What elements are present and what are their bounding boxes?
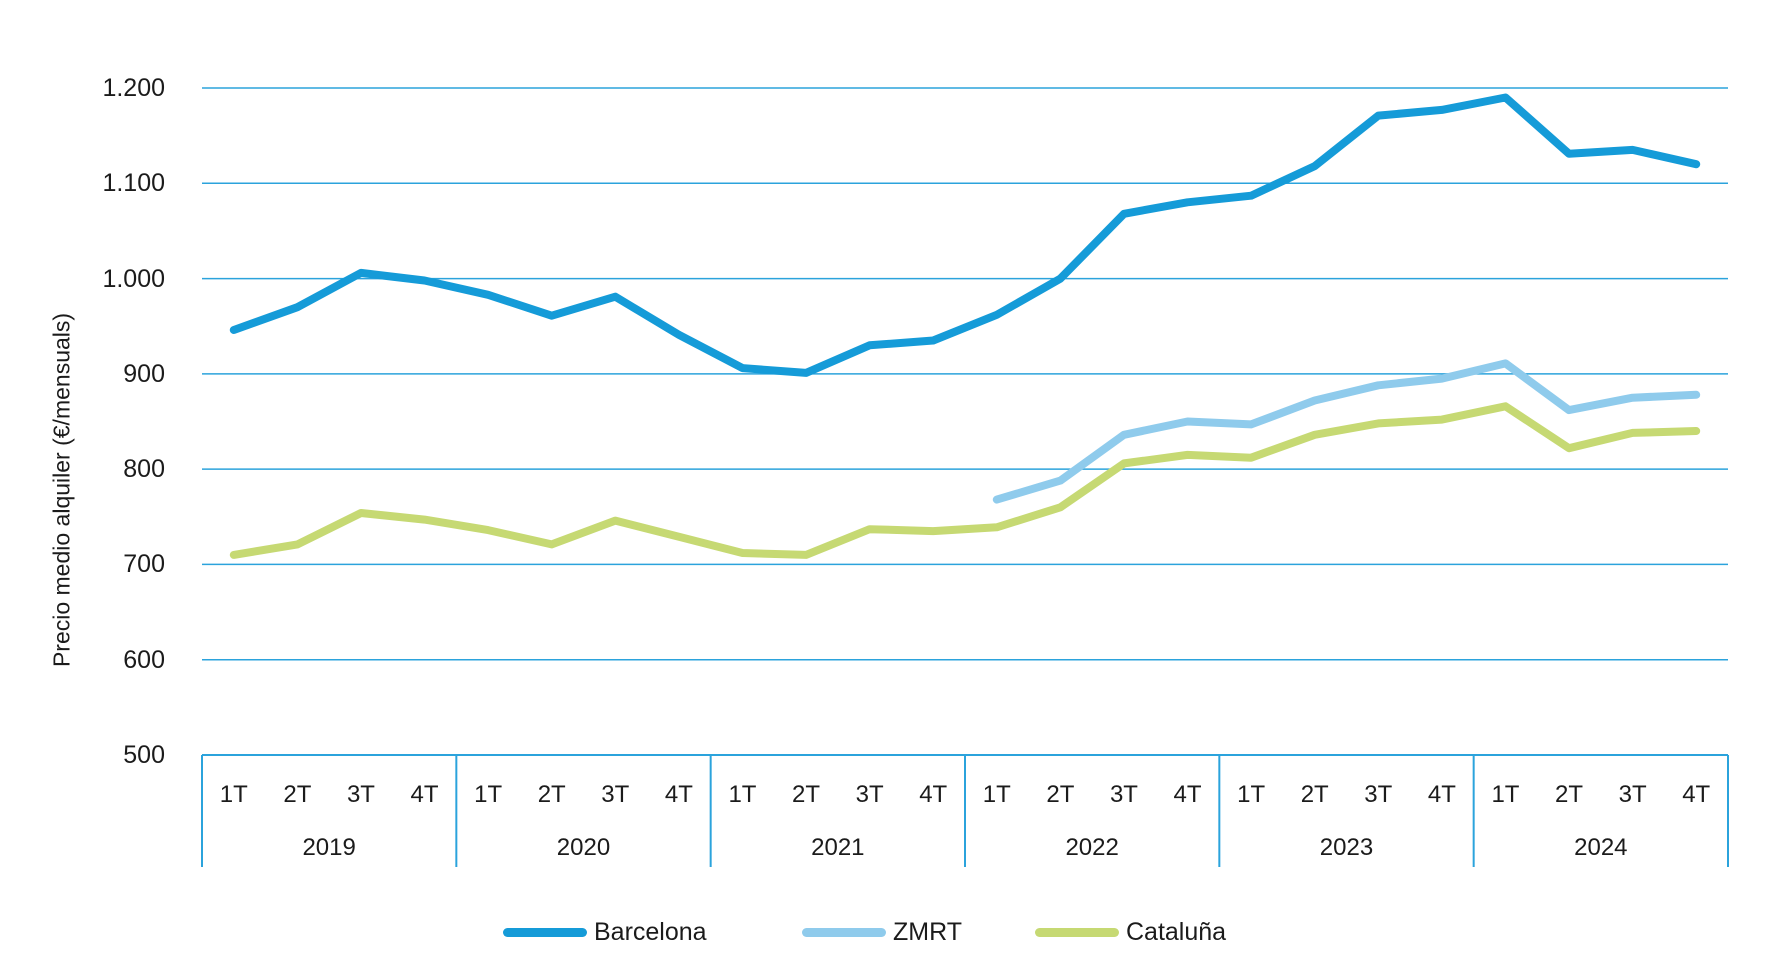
x-quarter-label: 4T — [410, 781, 439, 808]
legend-swatch-cataluña — [1035, 927, 1119, 937]
x-quarter-label: 1T — [982, 781, 1011, 808]
y-tick-label-1.200: 1.200 — [102, 74, 165, 102]
x-year-label-2021: 2021 — [811, 834, 865, 861]
x-quarter-label: 2T — [283, 781, 312, 808]
legend-swatch-zmrt — [802, 927, 886, 937]
x-year-label-2019: 2019 — [302, 834, 356, 861]
x-quarter-label: 3T — [1618, 781, 1647, 808]
legend-swatch-barcelona — [503, 927, 587, 937]
legend-label-cataluña: Cataluña — [1126, 917, 1227, 946]
x-quarter-label: 3T — [1109, 781, 1138, 808]
x-quarter-label: 4T — [1173, 781, 1202, 808]
x-quarter-label: 2T — [792, 781, 821, 808]
y-tick-label-1.000: 1.000 — [102, 264, 165, 293]
x-quarter-label: 2T — [1555, 781, 1584, 808]
y-tick-label-500: 500 — [123, 741, 165, 769]
legend-label-barcelona: Barcelona — [594, 917, 707, 946]
x-quarter-label: 4T — [664, 781, 693, 808]
legend-item-zmrt: ZMRT — [802, 918, 962, 946]
x-quarter-label: 3T — [855, 781, 884, 808]
x-year-label-2020: 2020 — [556, 834, 611, 861]
x-year-label-2023: 2023 — [1319, 834, 1374, 861]
series-line-cataluña — [229, 402, 1701, 559]
y-tick-label-600: 600 — [123, 645, 165, 674]
x-quarter-label: 1T — [474, 781, 503, 808]
x-quarter-label: 1T — [728, 781, 757, 808]
x-quarter-label: 4T — [1682, 781, 1711, 808]
y-tick-label-800: 800 — [123, 455, 165, 484]
legend-item-barcelona: Barcelona — [503, 918, 707, 946]
y-tick-label-900: 900 — [123, 359, 165, 388]
x-quarter-label: 2T — [537, 781, 566, 808]
series-line-barcelona — [229, 93, 1701, 377]
y-tick-label-700: 700 — [123, 550, 165, 579]
series-line-zmrt — [992, 359, 1701, 504]
x-quarter-label: 4T — [1427, 781, 1456, 808]
x-quarter-label: 1T — [1237, 781, 1266, 808]
x-quarter-label: 2T — [1300, 781, 1329, 808]
legend-label-zmrt: ZMRT — [893, 917, 962, 946]
legend-item-cataluña: Cataluña — [1035, 918, 1226, 946]
x-quarter-label: 3T — [601, 781, 630, 808]
x-quarter-label: 4T — [919, 781, 948, 808]
y-tick-label-1.100: 1.100 — [102, 169, 165, 198]
x-quarter-label: 1T — [1491, 781, 1520, 808]
x-year-label-2024: 2024 — [1574, 834, 1628, 861]
x-year-label-2022: 2022 — [1065, 834, 1119, 861]
x-quarter-label: 3T — [346, 781, 375, 808]
x-quarter-label: 2T — [1046, 781, 1075, 808]
x-quarter-label: 1T — [219, 781, 248, 808]
x-quarter-label: 3T — [1364, 781, 1393, 808]
